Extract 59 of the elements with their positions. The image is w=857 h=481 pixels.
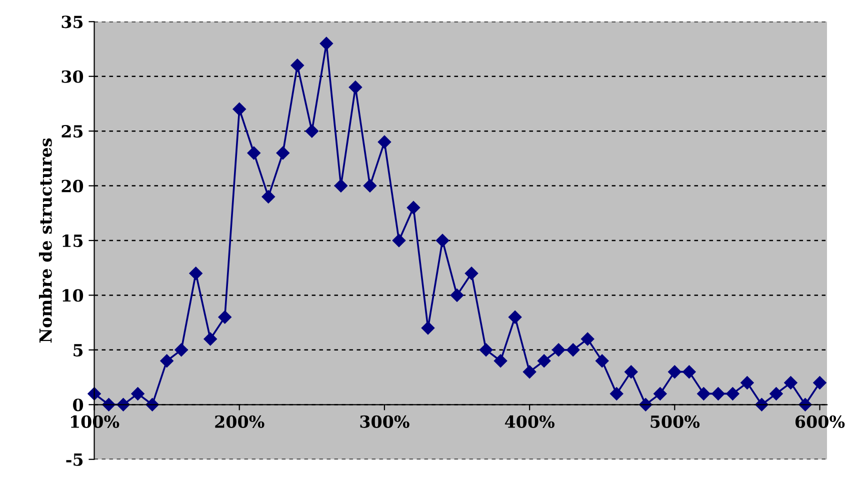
y-tick-label: 0 <box>73 398 84 412</box>
point <box>305 124 318 138</box>
x-tick-label: 400% <box>504 415 554 428</box>
point <box>654 387 667 400</box>
point <box>740 376 754 390</box>
point <box>160 354 174 368</box>
point <box>479 343 493 357</box>
point <box>464 266 478 280</box>
point <box>522 365 536 378</box>
point <box>610 387 624 400</box>
point <box>450 288 464 302</box>
point <box>174 343 188 357</box>
point <box>131 387 144 400</box>
point <box>247 146 260 160</box>
x-tick-label: 500% <box>650 415 700 428</box>
y-tick-label: 35 <box>62 16 83 28</box>
point <box>189 266 202 280</box>
point <box>262 190 275 204</box>
point <box>712 387 725 400</box>
point <box>552 343 566 357</box>
x-tick-label: 600% <box>795 415 845 428</box>
y-axis-title: Nombre de structures <box>38 138 52 343</box>
point <box>813 376 826 390</box>
y-tick-label: -5 <box>66 454 83 466</box>
point <box>378 135 392 149</box>
point <box>668 365 682 378</box>
point <box>726 387 740 400</box>
point <box>334 179 348 192</box>
point <box>596 354 609 368</box>
point <box>290 58 304 72</box>
x-tick-label: 300% <box>360 415 410 428</box>
point <box>218 310 232 324</box>
y-tick-label: 20 <box>62 180 84 192</box>
point <box>508 310 522 324</box>
point <box>436 234 450 248</box>
point <box>682 365 696 378</box>
point <box>784 376 798 390</box>
point <box>566 343 580 357</box>
point <box>624 365 638 378</box>
point <box>232 102 246 116</box>
x-tick-label: 200% <box>215 415 264 428</box>
point <box>494 354 508 368</box>
y-tick-label: 25 <box>62 125 83 138</box>
y-tick-label: 10 <box>62 289 84 302</box>
point <box>537 354 551 368</box>
point <box>276 146 290 160</box>
point <box>770 387 783 400</box>
point <box>421 321 435 335</box>
point <box>204 332 217 346</box>
y-tick-label: 5 <box>74 344 83 356</box>
point <box>581 332 594 346</box>
point <box>363 179 377 192</box>
point <box>406 201 420 214</box>
y-tick-label: 15 <box>62 234 83 248</box>
point <box>348 80 362 94</box>
point <box>697 387 710 400</box>
point <box>320 36 334 50</box>
y-tick-label: 30 <box>62 70 84 83</box>
point <box>392 234 406 248</box>
